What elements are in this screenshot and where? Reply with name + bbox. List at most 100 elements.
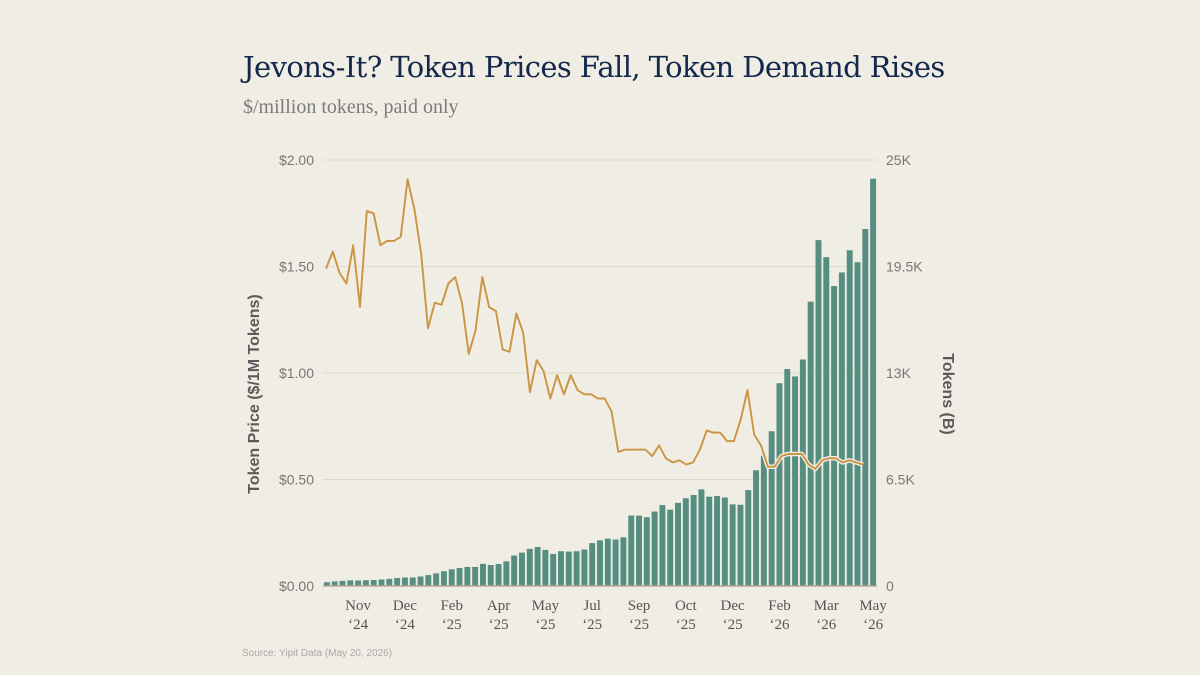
bar bbox=[597, 540, 603, 586]
x-tick-year: ‘26 bbox=[770, 617, 790, 633]
x-tick-month: Apr bbox=[487, 598, 510, 614]
y-left-tick-label: $1.50 bbox=[279, 259, 314, 275]
bar bbox=[448, 569, 455, 586]
bar bbox=[831, 286, 838, 586]
bar bbox=[534, 546, 541, 586]
bar bbox=[573, 551, 580, 586]
y-right-tick-label: 25K bbox=[886, 152, 912, 168]
bar bbox=[792, 376, 799, 586]
bar bbox=[323, 582, 330, 586]
x-tick-month: May bbox=[859, 598, 887, 614]
x-tick-year: ‘25 bbox=[582, 617, 602, 633]
x-tick-year: ‘25 bbox=[723, 617, 743, 633]
bar bbox=[784, 369, 791, 586]
bar bbox=[456, 567, 463, 586]
x-tick-month: Dec bbox=[393, 598, 417, 614]
price-line bbox=[325, 178, 864, 470]
bar bbox=[370, 580, 377, 586]
bar bbox=[776, 383, 783, 586]
bar bbox=[347, 580, 354, 586]
bar bbox=[386, 578, 393, 586]
bar bbox=[799, 359, 806, 586]
bar bbox=[620, 537, 627, 586]
bar bbox=[854, 262, 861, 586]
bar bbox=[714, 496, 721, 586]
bar bbox=[440, 571, 447, 586]
bar bbox=[331, 581, 338, 586]
bar bbox=[643, 517, 650, 586]
bar bbox=[464, 566, 471, 586]
y-left-tick-label: $1.00 bbox=[279, 365, 314, 381]
bar bbox=[519, 552, 525, 586]
bar bbox=[753, 470, 760, 586]
bar bbox=[472, 566, 479, 586]
bar bbox=[417, 576, 424, 586]
bar bbox=[659, 505, 666, 586]
token-volume-bars bbox=[323, 178, 877, 587]
token-price-line bbox=[323, 176, 864, 472]
x-tick-year: ‘24 bbox=[395, 617, 415, 633]
x-tick-month: Sep bbox=[628, 598, 651, 614]
y-left-tick-label: $0.00 bbox=[279, 578, 314, 594]
bar bbox=[729, 504, 736, 586]
x-tick-month: May bbox=[532, 598, 560, 614]
x-tick-year: ‘26 bbox=[816, 617, 836, 633]
bar bbox=[526, 548, 533, 586]
bar bbox=[487, 565, 494, 586]
y-right-tick-label: 6.5K bbox=[886, 472, 915, 488]
x-tick-month: Feb bbox=[768, 598, 791, 614]
bar bbox=[768, 431, 775, 586]
bar bbox=[495, 564, 502, 586]
bar bbox=[542, 549, 549, 586]
bar bbox=[503, 561, 510, 586]
x-tick-year: ‘25 bbox=[676, 617, 696, 633]
bar bbox=[870, 178, 877, 587]
x-tick-year: ‘25 bbox=[535, 617, 555, 633]
bar bbox=[425, 575, 432, 586]
bar bbox=[698, 489, 705, 586]
bar bbox=[565, 551, 572, 586]
chart-subtitle: $/million tokens, paid only bbox=[243, 96, 459, 118]
x-tick-year: ‘24 bbox=[348, 617, 368, 633]
bar bbox=[862, 229, 869, 586]
bar bbox=[355, 580, 362, 586]
bar bbox=[558, 551, 564, 586]
y-right-tick-label: 19.5K bbox=[886, 259, 923, 275]
y-axis-right-title: Tokens (B) bbox=[939, 353, 956, 434]
source-note: Source: Yipit Data (May 20, 2026) bbox=[242, 648, 393, 659]
bar bbox=[745, 490, 752, 586]
x-tick-month: Mar bbox=[814, 598, 839, 614]
bar bbox=[815, 240, 822, 586]
bar bbox=[612, 539, 619, 586]
x-tick-month: Feb bbox=[440, 598, 463, 614]
bar bbox=[651, 511, 658, 586]
price-line-halo bbox=[323, 176, 864, 472]
x-tick-year: ‘25 bbox=[629, 617, 649, 633]
bar bbox=[682, 498, 689, 586]
bar bbox=[479, 563, 486, 586]
x-tick-month: Dec bbox=[721, 598, 745, 614]
bar bbox=[394, 577, 401, 586]
bar bbox=[807, 301, 814, 586]
y-right-tick-label: 0 bbox=[886, 578, 894, 594]
bar bbox=[737, 504, 744, 586]
bar bbox=[401, 577, 408, 586]
bar bbox=[433, 573, 440, 586]
bar bbox=[838, 272, 845, 586]
y-left-tick-label: $0.50 bbox=[279, 472, 314, 488]
bar bbox=[409, 577, 416, 586]
bar bbox=[636, 515, 642, 586]
y-right-tick-label: 13K bbox=[886, 365, 912, 381]
bar bbox=[581, 549, 588, 586]
bar bbox=[823, 257, 830, 586]
bar bbox=[675, 502, 681, 586]
bar bbox=[846, 250, 853, 586]
x-tick-year: ‘26 bbox=[863, 617, 883, 633]
y-left-tick-label: $2.00 bbox=[279, 152, 314, 168]
x-tick-month: Jul bbox=[583, 598, 601, 614]
bar bbox=[339, 580, 346, 586]
bar bbox=[721, 497, 728, 586]
bar bbox=[628, 515, 635, 586]
chart-title: Jevons-It? Token Prices Fall, Token Dema… bbox=[243, 50, 945, 84]
bar bbox=[690, 495, 697, 586]
